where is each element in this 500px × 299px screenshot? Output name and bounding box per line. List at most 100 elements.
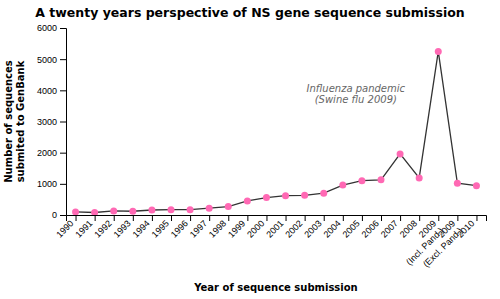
x-tick: 1996 bbox=[169, 215, 191, 240]
y-tick-label: 2000 bbox=[37, 148, 57, 158]
x-tick: 2008 bbox=[398, 215, 420, 240]
x-tick-mark bbox=[419, 215, 420, 221]
x-tick: 2000 bbox=[245, 215, 267, 240]
x-tick-label: 2006 bbox=[360, 218, 381, 239]
x-tick: 2004 bbox=[321, 215, 343, 240]
x-tick: 2002 bbox=[283, 215, 305, 240]
point bbox=[187, 206, 194, 213]
x-tick-mark bbox=[324, 215, 325, 221]
y-tick-mark bbox=[60, 90, 66, 91]
y-tick-mark bbox=[60, 122, 66, 123]
x-tick-label: 2009(Excl. Pand.) bbox=[414, 218, 465, 269]
line bbox=[76, 51, 477, 212]
point bbox=[263, 194, 270, 201]
y-tick-mark bbox=[60, 28, 66, 29]
x-tick-mark bbox=[247, 215, 248, 221]
point bbox=[301, 192, 308, 199]
x-tick-label: 1990 bbox=[54, 218, 75, 239]
y-tick-mark bbox=[60, 184, 66, 185]
x-tick-mark bbox=[438, 215, 439, 221]
point bbox=[72, 208, 79, 215]
y-tick-label: 4000 bbox=[37, 86, 57, 96]
x-tick-label: 1992 bbox=[92, 218, 113, 239]
x-tick-mark bbox=[362, 215, 363, 221]
x-tick-label: 1997 bbox=[188, 218, 209, 239]
point bbox=[378, 176, 385, 183]
x-tick-mark bbox=[171, 215, 172, 221]
x-tick: 2009(Excl. Pand.) bbox=[414, 215, 465, 269]
point bbox=[110, 207, 117, 214]
point bbox=[435, 48, 442, 55]
x-tick: 1999 bbox=[226, 215, 248, 240]
plot: 0100020003000400050006000199019911992199… bbox=[3, 23, 487, 293]
x-tick-mark bbox=[266, 215, 267, 221]
annotation: Influenza pandemic(Swine flu 2009) bbox=[307, 83, 406, 106]
x-tick-mark bbox=[286, 215, 287, 221]
x-tick: 2003 bbox=[302, 215, 324, 240]
x-tick-mark bbox=[228, 215, 229, 221]
point bbox=[358, 177, 365, 184]
x-tick-label: 1999 bbox=[226, 218, 247, 239]
point bbox=[339, 182, 346, 189]
point bbox=[320, 190, 327, 197]
x-tick-label: 1995 bbox=[150, 218, 171, 239]
x-tick-mark bbox=[400, 215, 401, 221]
point bbox=[168, 206, 175, 213]
point bbox=[129, 208, 136, 215]
x-tick: 1995 bbox=[150, 215, 172, 240]
x-tick-mark bbox=[114, 215, 115, 221]
x-tick: 2007 bbox=[379, 215, 401, 240]
point bbox=[148, 207, 155, 214]
y-tick-mark bbox=[60, 153, 66, 154]
x-tick-mark bbox=[95, 215, 96, 221]
y-axis: 0 1000 2000 3000 4000 5000 6000 bbox=[37, 23, 67, 220]
x-tick: 1998 bbox=[207, 215, 229, 240]
x-tick-label: 2008 bbox=[398, 218, 419, 239]
title: A twenty years perspective of NS gene se… bbox=[35, 5, 465, 20]
y-tick: 0 bbox=[52, 210, 66, 220]
x-tick-mark bbox=[190, 215, 191, 221]
x-tick-label: 2000 bbox=[245, 218, 266, 239]
x-tick-label: 1994 bbox=[131, 218, 152, 239]
point bbox=[244, 197, 251, 204]
x-tick-label: 2005 bbox=[341, 218, 362, 239]
x-tick-label: 2002 bbox=[283, 218, 304, 239]
x-tick-mark bbox=[476, 215, 477, 221]
x-tick-label: 2004 bbox=[321, 218, 342, 239]
x-tick-mark bbox=[381, 215, 382, 221]
y-tick-label: 3000 bbox=[37, 117, 57, 127]
x-tick-label: 1991 bbox=[73, 218, 94, 239]
x-tick-mark bbox=[133, 215, 134, 221]
point bbox=[397, 150, 404, 157]
point bbox=[454, 180, 461, 187]
x-tick-label: 2007 bbox=[379, 218, 400, 239]
x-tick: 1997 bbox=[188, 215, 210, 240]
y-tick: 1000 bbox=[37, 179, 66, 189]
point bbox=[282, 192, 289, 199]
y-tick-label: 5000 bbox=[37, 55, 57, 65]
x-tick-label: 2009(Incl. Pand.) bbox=[397, 218, 446, 267]
y-axis-line bbox=[60, 29, 67, 216]
x-tick: 1990 bbox=[54, 215, 76, 240]
x-tick-label: 1996 bbox=[169, 218, 190, 239]
y-tick: 6000 bbox=[37, 23, 66, 33]
x-tick-label: 1998 bbox=[207, 218, 228, 239]
x-tick-mark bbox=[209, 215, 210, 221]
point bbox=[416, 174, 423, 181]
x-tick: 1991 bbox=[73, 215, 95, 240]
x-tick-label: 2010 bbox=[455, 218, 476, 239]
y-tick: 5000 bbox=[37, 55, 66, 65]
x-tick-mark bbox=[152, 215, 153, 221]
x-tick: 1992 bbox=[92, 215, 114, 240]
point bbox=[473, 182, 480, 189]
chart: 0100020003000400050006000199019911992199… bbox=[0, 0, 500, 299]
y-tick-label: 0 bbox=[52, 210, 57, 220]
x-tick: 2006 bbox=[360, 215, 382, 240]
y-tick-label: 1000 bbox=[37, 179, 57, 189]
x-tick: 2005 bbox=[341, 215, 363, 240]
x-tick-mark bbox=[457, 215, 458, 221]
x-tick: 1993 bbox=[111, 215, 133, 240]
point bbox=[91, 209, 98, 215]
x-tick: 2009(Incl. Pand.) bbox=[397, 215, 446, 267]
x-tick: 2001 bbox=[264, 215, 286, 240]
